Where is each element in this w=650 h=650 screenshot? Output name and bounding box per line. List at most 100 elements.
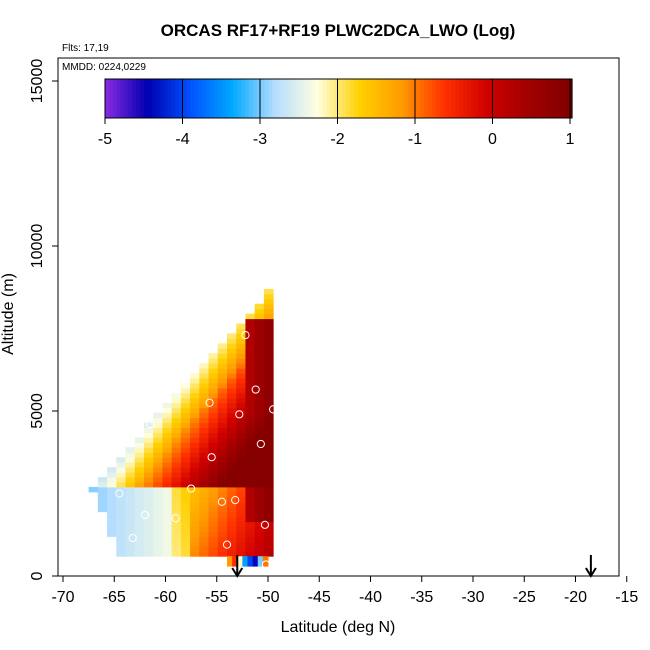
heatmap-cell — [199, 551, 210, 557]
heatmap-cell — [153, 506, 163, 513]
heatmap-cell — [97, 481, 108, 488]
heatmap-cell — [236, 363, 246, 369]
heatmap-cell — [171, 467, 182, 473]
heatmap-cell — [190, 452, 200, 458]
colorbar-segment — [435, 79, 441, 118]
profile-marker — [187, 484, 196, 493]
colorbar-segment — [194, 79, 199, 118]
heatmap-cell — [171, 551, 182, 557]
heatmap-cell — [236, 368, 246, 374]
heatmap-cell — [245, 412, 256, 419]
heatmap-cell — [254, 378, 265, 384]
heatmap-cell — [208, 477, 219, 483]
colorbar-segment — [326, 79, 332, 118]
heatmap-cell — [162, 541, 173, 547]
heatmap-cell — [199, 531, 210, 537]
heatmap-cell — [245, 531, 256, 537]
heatmap-cell — [208, 541, 219, 547]
colorbar-segment — [291, 79, 297, 118]
colorbar-segment — [175, 79, 180, 118]
heatmap-cell — [116, 491, 127, 498]
heatmap-cell — [245, 392, 256, 399]
heatmap-cell — [263, 313, 274, 320]
colorbar-segment — [392, 79, 398, 118]
heatmap-cell — [254, 501, 265, 508]
heatmap-cell — [217, 521, 228, 527]
heatmap-cell — [263, 422, 274, 428]
colorbar-segment — [377, 79, 382, 118]
heatmap-cell — [125, 516, 136, 523]
colorbar-segment — [361, 79, 367, 118]
heatmap-cell — [153, 422, 163, 428]
chart-title: ORCAS RF17+RF19 PLWC2DCA_LWO (Log) — [161, 21, 516, 40]
heatmap-cell — [247, 556, 254, 567]
heatmap-cell — [116, 521, 127, 527]
colorbar-segment — [342, 79, 347, 118]
heatmap-cell — [263, 348, 274, 354]
heatmap-cell — [153, 481, 163, 488]
heatmap-cell — [180, 442, 191, 448]
heatmap-cell — [143, 521, 154, 527]
heatmap-cell — [116, 496, 127, 503]
colorbar-segment — [498, 79, 503, 118]
heatmap-cell — [208, 447, 219, 453]
heatmap-cell — [153, 477, 163, 483]
heatmap-cell — [227, 442, 237, 448]
heatmap-cell — [236, 338, 246, 344]
heatmap-cell — [254, 511, 265, 518]
heatmap-cell — [254, 308, 265, 315]
heatmap-cell — [217, 477, 228, 483]
heatmap-cell — [227, 516, 237, 523]
heatmap-cell — [263, 452, 274, 458]
heatmap-cell — [217, 541, 228, 547]
heatmap-cell — [199, 526, 210, 532]
heatmap-cell — [208, 353, 219, 359]
heatmap-cell — [162, 432, 173, 438]
colorbar-segment — [416, 79, 421, 118]
colorbar-segment — [108, 79, 114, 118]
heatmap-cell — [162, 491, 173, 498]
heatmap-cell — [227, 501, 237, 508]
colorbar-segment — [163, 79, 168, 118]
heatmap-cell — [245, 442, 256, 448]
heatmap-cell — [162, 526, 173, 532]
heatmap-cell — [125, 551, 136, 557]
colorbar-segment — [287, 79, 293, 118]
heatmap-cell — [134, 546, 145, 552]
x-tick-label: -40 — [359, 589, 382, 606]
colorbar-segment — [396, 79, 402, 118]
heatmap-cell — [254, 536, 265, 542]
heatmap-cell — [245, 477, 256, 483]
location-arrows — [231, 555, 597, 578]
heatmap-cell — [263, 486, 274, 493]
colorbar-segment — [136, 79, 141, 118]
colorbar-segment — [385, 79, 390, 118]
heatmap-cell — [245, 457, 256, 463]
colorbar-segment — [381, 79, 386, 118]
heatmap-cell — [143, 422, 154, 428]
heatmap-cell — [190, 402, 200, 409]
heatmap-cell — [153, 486, 163, 493]
heatmap-cell — [190, 467, 200, 473]
colorbar-segment — [202, 79, 207, 118]
heatmap-cell — [171, 516, 182, 523]
heatmap-cell — [254, 303, 265, 310]
heatmap-cell — [254, 313, 265, 320]
heatmap-cell — [199, 496, 210, 503]
heatmap-cell — [171, 447, 182, 453]
colorbar-segment — [241, 79, 246, 118]
heatmap-cell — [208, 496, 219, 503]
heatmap-cell — [116, 486, 127, 493]
heatmap-cell — [245, 432, 256, 438]
heatmap-cell — [134, 511, 145, 518]
heatmap-cell — [199, 467, 210, 473]
heatmap-cell — [180, 457, 191, 463]
heatmap-cell — [263, 417, 274, 424]
y-axis-label: Altitude (m) — [0, 273, 17, 355]
heatmap-cell — [236, 432, 246, 438]
heatmap-cell — [125, 526, 136, 532]
heatmap-cell — [263, 511, 274, 518]
heatmap-cell — [227, 551, 237, 557]
heatmap-cell — [236, 387, 246, 394]
heatmap-cell — [125, 501, 136, 508]
